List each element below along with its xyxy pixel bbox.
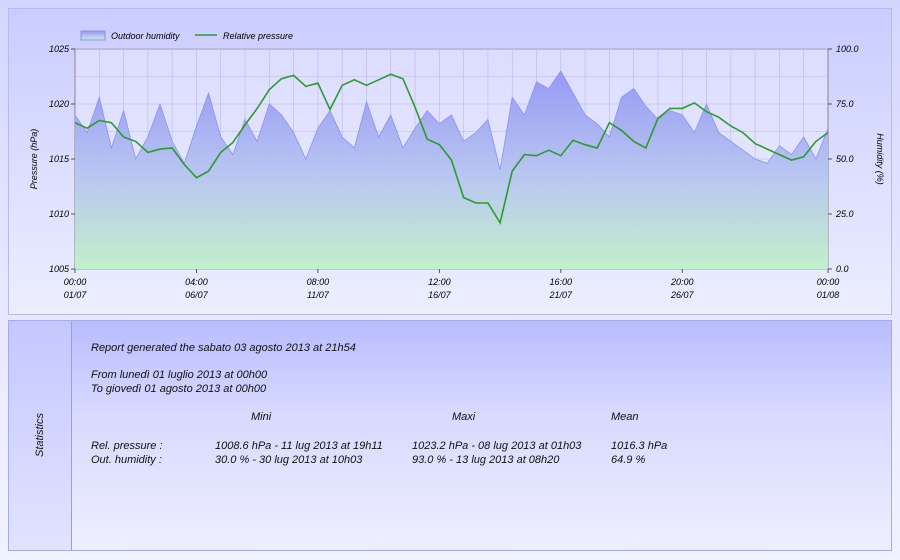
x-tick-date-label: 26/07 bbox=[670, 290, 695, 300]
x-tick-date-label: 01/07 bbox=[64, 290, 88, 300]
x-tick-time-label: 12:00 bbox=[428, 277, 451, 287]
y-right-tick-label: 50.0 bbox=[836, 154, 854, 164]
min-header: Mini bbox=[251, 411, 272, 423]
axis-ticks: 1005 1010 1015 1020 1025 0.0 25.0 50.0 75.0 100.0… bbox=[49, 44, 859, 300]
y-right-tick-label: 25.0 bbox=[835, 209, 854, 219]
mean-header: Mean bbox=[611, 411, 639, 423]
chart-panel: 1005 1010 1015 1020 1025 0.0 25.0 50.0 75.0 100.0… bbox=[8, 8, 892, 315]
chart-svg: 1005 1010 1015 1020 1025 0.0 25.0 50.0 75.0 100.0… bbox=[29, 30, 885, 300]
pressure-line bbox=[74, 73, 829, 225]
to-date-line: To giovedì 01 agosto 2013 at 00h00 bbox=[91, 383, 267, 395]
x-tick-date-label: 11/07 bbox=[307, 290, 330, 300]
humidity-line bbox=[74, 70, 829, 171]
humidity-row-label: Out. humidity : bbox=[91, 454, 162, 466]
pressure-row-label: Rel. pressure : bbox=[91, 440, 163, 452]
y-right-axis-label: Humidity (%) bbox=[875, 133, 885, 185]
legend-humidity-swatch bbox=[80, 30, 106, 41]
pressure-series bbox=[74, 73, 829, 225]
y-left-tick-label: 1010 bbox=[49, 209, 69, 219]
pressure-row-min: 1008.6 hPa - 11 lug 2013 at 19h11 bbox=[215, 440, 383, 452]
y-right-tick-label: 75.0 bbox=[836, 99, 854, 109]
humidity-row-mean: 64.9 % bbox=[611, 454, 646, 466]
from-date-line: From lunedì 01 luglio 2013 at 00h00 bbox=[91, 369, 268, 381]
x-tick-time-label: 20:00 bbox=[670, 277, 694, 287]
humidity-series bbox=[74, 70, 829, 269]
x-tick-time-label: 16:00 bbox=[550, 277, 573, 287]
report-generated-line: Report generated the sabato 03 agosto 20… bbox=[91, 342, 356, 354]
statistics-side-label: Statistics bbox=[34, 412, 46, 458]
chart-legend: Outdoor humidity Relative pressure bbox=[80, 30, 293, 41]
x-tick-date-label: 16/07 bbox=[428, 290, 452, 300]
humidity-row-max: 93.0 % - 13 lug 2013 at 08h20 bbox=[412, 454, 560, 466]
y-right-tick-label: 0.0 bbox=[836, 264, 849, 274]
humidity-row-min: 30.0 % - 30 lug 2013 at 10h03 bbox=[215, 454, 363, 466]
x-tick-date-label: 21/07 bbox=[549, 290, 574, 300]
pressure-row-mean: 1016.3 hPa bbox=[611, 440, 668, 452]
legend-pressure-label: Relative pressure bbox=[223, 31, 293, 41]
legend-humidity-label: Outdoor humidity bbox=[111, 31, 180, 41]
y-right-tick-label: 100.0 bbox=[836, 44, 859, 54]
x-tick-date-label: 01/08 bbox=[817, 290, 840, 300]
x-tick-date-label: 06/07 bbox=[185, 290, 209, 300]
humidity-area bbox=[75, 71, 828, 269]
y-left-tick-label: 1025 bbox=[49, 44, 70, 54]
x-tick-time-label: 00:00 bbox=[64, 277, 87, 287]
y-left-tick-label: 1015 bbox=[49, 154, 70, 164]
x-tick-time-label: 04:00 bbox=[185, 277, 208, 287]
statistics-side-tab: Statistics bbox=[9, 321, 72, 550]
x-tick-time-label: 08:00 bbox=[307, 277, 330, 287]
y-left-axis-label: Pressure (hPa) bbox=[29, 129, 39, 190]
pressure-row-max: 1023.2 hPa - 08 lug 2013 at 01h03 bbox=[412, 440, 582, 452]
max-header: Maxi bbox=[452, 411, 476, 423]
y-left-tick-label: 1020 bbox=[49, 99, 69, 109]
y-left-tick-label: 1005 bbox=[49, 264, 70, 274]
statistics-panel: Statistics Report generated the sabato 0… bbox=[8, 320, 892, 551]
x-tick-time-label: 00:00 bbox=[817, 277, 840, 287]
